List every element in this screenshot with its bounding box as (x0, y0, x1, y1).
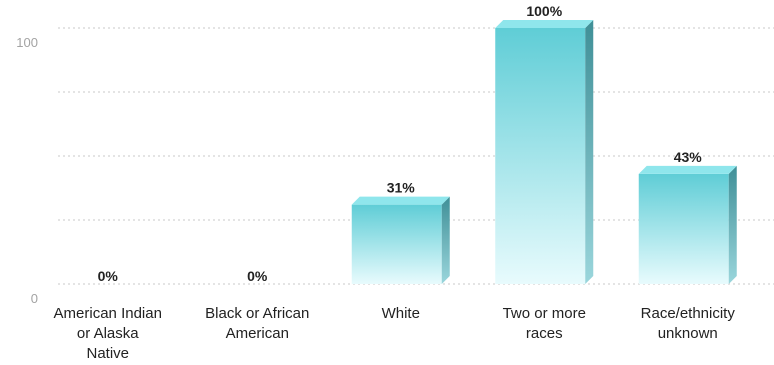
value-label: 100% (526, 3, 562, 19)
value-label: 0% (98, 268, 119, 284)
value-label: 43% (674, 149, 703, 165)
bars (351, 20, 737, 284)
category-label: American Indian or Alaska Native (54, 305, 162, 362)
bar (351, 196, 450, 284)
y-tick-label: 100 (16, 35, 38, 50)
category-label: White (382, 305, 420, 322)
category-label-line: races (526, 325, 563, 342)
bar (638, 165, 737, 284)
y-axis: 0 100 (16, 35, 38, 306)
bar (495, 20, 594, 284)
category-label-line: or Alaska (77, 325, 139, 342)
category-label-line: unknown (658, 325, 718, 342)
bar-cap (495, 20, 594, 28)
category-label: Two or more races (503, 305, 586, 342)
category-label-line: American (226, 325, 289, 342)
value-label: 31% (387, 180, 416, 196)
category-label-line: Two or more (503, 305, 586, 322)
category-label-line: American Indian (54, 305, 162, 322)
bar-cap (638, 165, 737, 174)
value-labels: 0% 0% 31% 100% 43% (98, 3, 703, 284)
y-tick-label: 0 (31, 291, 38, 306)
value-label: 0% (247, 268, 268, 284)
category-label-line: Native (86, 345, 129, 362)
bar-front (495, 28, 586, 284)
bar-side (585, 20, 594, 284)
bar-side (728, 165, 737, 284)
bar-side (441, 196, 450, 284)
category-label-line: Black or African (205, 305, 309, 322)
category-label: Race/ethnicity unknown (641, 305, 736, 342)
bar-front (638, 173, 729, 284)
bar-front (351, 204, 442, 284)
category-labels: American Indian or Alaska Native Black or A… (54, 305, 736, 362)
category-label: Black or African American (205, 305, 309, 342)
category-label-line: White (382, 305, 420, 322)
category-label-line: Race/ethnicity (641, 305, 736, 322)
bar-cap (351, 196, 450, 205)
